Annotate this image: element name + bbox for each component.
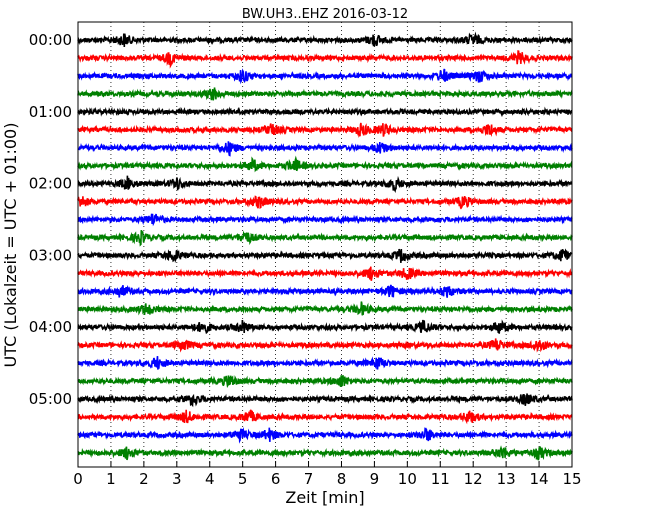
x-tick-label: 6 [271, 470, 281, 488]
trace-0300 [77, 248, 573, 264]
y-tick-label: 00:00 [29, 31, 72, 49]
x-tick-label: 1 [106, 470, 116, 488]
trace-0215 [77, 195, 573, 210]
x-axis-label: Zeit [min] [285, 488, 364, 507]
trace-0400 [77, 319, 573, 335]
trace-0330 [77, 284, 573, 298]
trace-0130 [77, 141, 573, 157]
trace-0115 [77, 122, 573, 138]
trace-0145 [77, 155, 573, 173]
x-tick-label: 8 [337, 470, 347, 488]
x-tick-label: 9 [370, 470, 380, 488]
trace-0230 [77, 213, 573, 227]
x-tick-label: 4 [205, 470, 215, 488]
x-tick-label: 10 [398, 470, 417, 488]
x-tick-label: 12 [464, 470, 483, 488]
plot-frame [77, 21, 573, 468]
trace-0015 [77, 50, 573, 69]
trace-0245 [77, 229, 573, 247]
x-tick-label: 2 [139, 470, 149, 488]
x-tick-label: 11 [431, 470, 450, 488]
trace-0000 [77, 31, 573, 48]
x-tick-label: 5 [238, 470, 248, 488]
x-tick-label: 15 [562, 470, 581, 488]
trace-0200 [77, 175, 573, 193]
trace-0515 [77, 408, 573, 425]
y-tick-label: 01:00 [29, 103, 72, 121]
y-tick-label: 04:00 [29, 318, 72, 336]
trace-0315 [77, 266, 573, 281]
x-tick-label: 3 [172, 470, 182, 488]
trace-0045 [77, 87, 573, 101]
trace-0530 [77, 426, 573, 444]
trace-0345 [77, 301, 573, 316]
y-tick-label: 05:00 [29, 390, 72, 408]
trace-0500 [77, 393, 573, 408]
y-axis-label: UTC (Lokalzeit = UTC + 01:00) [1, 123, 20, 368]
y-tick-label: 03:00 [29, 246, 72, 264]
y-tick-label: 02:00 [29, 175, 72, 193]
chart-title: BW.UH3..EHZ 2016-03-12 [242, 7, 408, 22]
x-tick-label: 13 [497, 470, 516, 488]
x-tick-label: 7 [304, 470, 314, 488]
x-tick-label: 14 [530, 470, 549, 488]
trace-0415 [77, 338, 573, 353]
trace-0030 [77, 68, 573, 85]
trace-0430 [77, 356, 573, 370]
trace-0100 [77, 106, 573, 118]
trace-0545 [77, 445, 573, 461]
x-tick-label: 0 [73, 470, 83, 488]
trace-0445 [77, 375, 573, 389]
